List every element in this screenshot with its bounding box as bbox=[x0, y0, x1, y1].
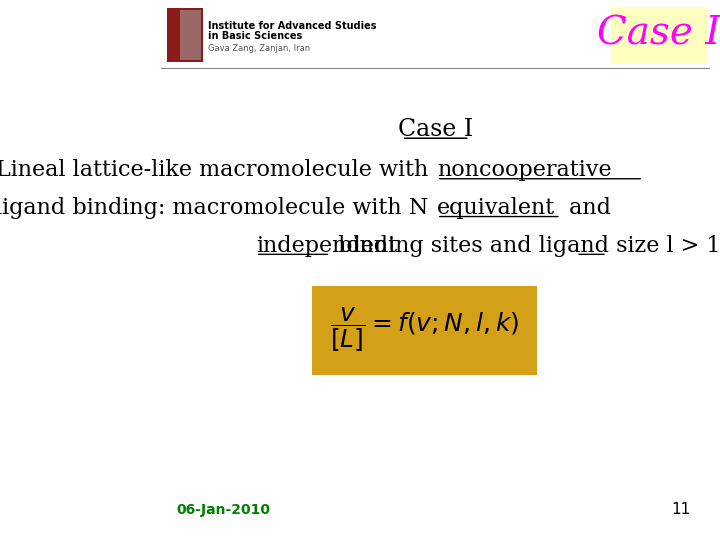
FancyBboxPatch shape bbox=[611, 7, 707, 64]
Text: ligand binding: macromolecule with N: ligand binding: macromolecule with N bbox=[0, 197, 436, 219]
Text: Case I: Case I bbox=[398, 118, 473, 141]
Text: 11: 11 bbox=[672, 502, 691, 517]
Text: Lineal lattice-like macromolecule with: Lineal lattice-like macromolecule with bbox=[0, 159, 436, 181]
Text: Institute for Advanced Studies: Institute for Advanced Studies bbox=[208, 21, 377, 31]
Text: Gava Zang, Zanjan, Iran: Gava Zang, Zanjan, Iran bbox=[208, 44, 310, 53]
Text: in Basic Sciences: in Basic Sciences bbox=[208, 31, 302, 41]
Text: and: and bbox=[562, 197, 611, 219]
Text: 06-Jan-2010: 06-Jan-2010 bbox=[176, 503, 271, 517]
FancyBboxPatch shape bbox=[180, 10, 201, 60]
Text: binding sites and ligand size l > 1: binding sites and ligand size l > 1 bbox=[331, 235, 720, 256]
Text: $\dfrac{v}{[L]} = f(v; N, l, k)$: $\dfrac{v}{[L]} = f(v; N, l, k)$ bbox=[330, 305, 519, 354]
Text: Case I: Case I bbox=[597, 16, 720, 52]
Text: equivalent: equivalent bbox=[437, 197, 555, 219]
Text: independent: independent bbox=[256, 235, 397, 256]
FancyBboxPatch shape bbox=[312, 286, 537, 375]
Text: noncooperative: noncooperative bbox=[437, 159, 611, 181]
FancyBboxPatch shape bbox=[167, 8, 202, 62]
